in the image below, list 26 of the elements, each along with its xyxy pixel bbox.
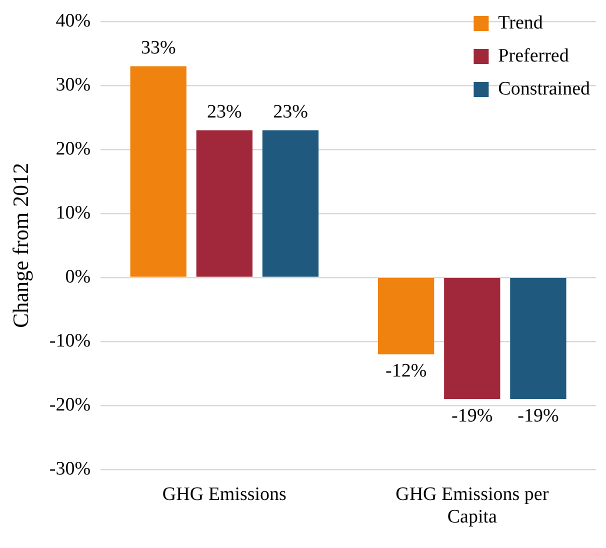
legend-label: Trend [498, 12, 544, 34]
data-label: -19% [518, 405, 559, 426]
y-tick-label: 20% [56, 138, 91, 160]
data-label: 23% [207, 102, 242, 123]
y-tick-label: 0% [65, 266, 91, 288]
bar [510, 278, 566, 399]
data-label: -19% [452, 405, 493, 426]
bar [444, 278, 500, 399]
legend-label: Constrained [498, 78, 590, 100]
bar [196, 130, 252, 277]
x-tick-label: GHG Emissions [162, 484, 286, 505]
y-tick-label: -30% [49, 458, 91, 480]
x-tick-label: GHG Emissions per Capita [396, 484, 550, 528]
data-label: 33% [140, 38, 176, 59]
bar [262, 130, 319, 277]
y-tick-label: -20% [49, 394, 91, 416]
data-label: -12% [386, 360, 427, 382]
data-label: 23% [273, 102, 308, 123]
y-tick-label: 30% [56, 74, 91, 96]
bar [378, 278, 434, 354]
legend-label: Preferred [498, 45, 570, 66]
y-tick-label: -10% [49, 330, 91, 352]
y-axis-title: Change from 2012 [8, 162, 33, 328]
y-tick-label: 40% [56, 10, 91, 32]
y-tick-label: 10% [56, 202, 91, 224]
bar [130, 66, 186, 277]
